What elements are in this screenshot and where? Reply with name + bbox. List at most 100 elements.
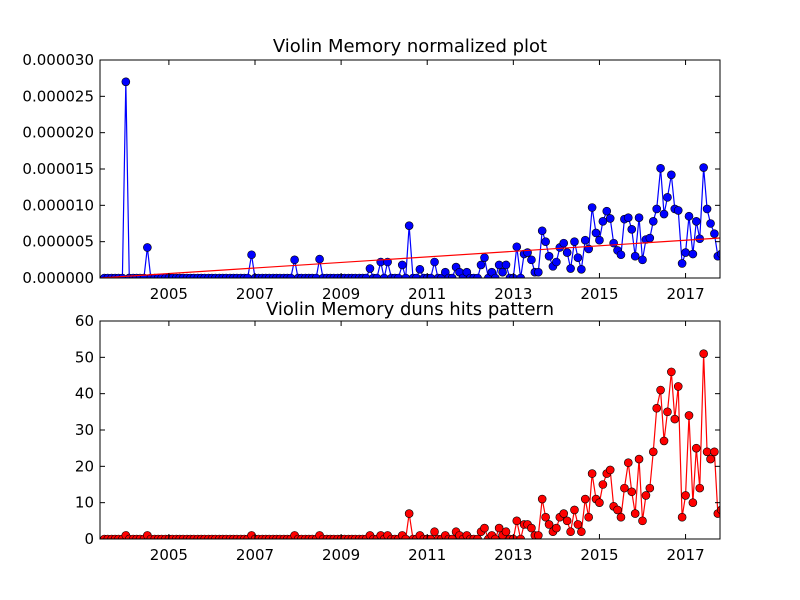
duns-hits-plot-data-point — [627, 487, 637, 497]
duns-hits-plot-data-point — [706, 454, 715, 464]
duns-hits-plot-data-point — [673, 382, 683, 391]
duns-hits-plot-data-point — [527, 523, 536, 533]
normalized-plot-data-point — [430, 257, 439, 267]
normalized-plot-data-point — [634, 213, 644, 222]
duns-hits-plot-data-point — [552, 523, 561, 533]
normalized-plot-data-point — [311, 273, 321, 278]
duns-hits-plot-x-tick-label: 2011 — [408, 546, 446, 564]
normalized-plot-data-point — [577, 264, 586, 274]
duns-hits-plot-data-point — [501, 527, 511, 537]
duns-hits-plot-data-point — [580, 494, 590, 504]
normalized-plot-data-point — [591, 228, 601, 238]
duns-hits-plot-data-point — [695, 483, 705, 493]
duns-hits-plot-data-point — [630, 509, 640, 518]
normalized-plot-x-tick-label: 2009 — [322, 285, 360, 303]
duns-hits-plot-data-point — [534, 531, 543, 539]
normalized-plot-data-point — [688, 249, 698, 259]
duns-hits-plot-data-point — [638, 516, 647, 526]
duns-hits-plot-data-point — [584, 512, 593, 522]
duns-hits-plot-data-point — [512, 516, 522, 526]
duns-hits-plot-data-point — [494, 523, 504, 533]
normalized-plot-data-point — [609, 238, 618, 248]
normalized-plot-data-point — [692, 217, 701, 226]
duns-hits-plot-data-point — [648, 447, 658, 457]
normalized-plot-data-point — [645, 233, 655, 243]
normalized-plot-data-point — [412, 273, 421, 278]
normalized-plot-data-point — [706, 219, 715, 228]
duns-hits-plot-y-tick-label: 20 — [75, 457, 94, 475]
normalized-plot-data-point — [286, 273, 296, 278]
duns-hits-plot-y-tick-label: 10 — [75, 494, 94, 512]
duns-hits-plot-data-point — [430, 527, 439, 537]
duns-hits-plot-data-point — [541, 512, 550, 522]
duns-hits-plot-x-tick-label: 2017 — [666, 546, 704, 564]
duns-hits-plot-data-point — [404, 509, 414, 518]
normalized-plot-y-tick-label: 0.000030 — [22, 51, 94, 69]
normalized-plot-data-point — [121, 77, 131, 87]
duns-hits-plot-data-point — [570, 505, 579, 515]
duns-hits-plot-data-point — [710, 447, 719, 457]
duns-hits-plot-x-tick-label: 2007 — [236, 546, 274, 564]
normalized-plot-data-point — [710, 229, 719, 238]
normalized-plot-data-point — [379, 273, 389, 278]
duns-hits-plot-y-axis: 0 10 20 30 40 50 60 — [75, 312, 720, 548]
duns-hits-plot-data-point — [663, 407, 672, 417]
duns-hits-plot-data-point — [613, 505, 622, 515]
duns-hits-plot-series-line — [104, 353, 720, 539]
normalized-plot-data-point — [415, 264, 425, 274]
duns-hits-plot-y-tick-label: 0 — [84, 530, 94, 548]
normalized-plot-data-point — [616, 250, 626, 260]
duns-hits-plot-x-axis: 2005 2007 2009 2011 2013 2015 2017 — [150, 321, 705, 564]
normalized-plot-data-point — [573, 253, 583, 262]
normalized-plot-data-point — [541, 237, 550, 246]
duns-hits-plot-x-tick-label: 2013 — [494, 546, 532, 564]
duns-hits-plot-y-tick-label: 40 — [75, 385, 94, 403]
duns-hits-plot-data-point — [677, 512, 687, 522]
normalized-plot-data-point — [527, 255, 536, 265]
normalized-plot-data-point — [663, 193, 672, 202]
normalized-plot-data-point — [473, 273, 482, 278]
normalized-plot-data-point — [598, 217, 608, 226]
normalized-plot-data-point — [476, 260, 486, 270]
normalized-plot-y-tick-label: 0.000025 — [22, 87, 94, 105]
normalized-plot-data-point — [623, 213, 633, 222]
duns-hits-plot-data-point — [480, 523, 489, 533]
duns-hits-plot-data-point — [401, 534, 410, 539]
normalized-plot-data-point — [372, 273, 382, 278]
duns-hits-plot-data-point — [652, 403, 662, 413]
duns-hits-plot-data-point — [537, 494, 547, 504]
duns-hits-plot-data-point — [516, 534, 525, 539]
duns-hits-plot-data-point — [667, 367, 676, 377]
normalized-plot-x-axis: 2005 2007 2009 2011 2013 2015 2017 — [150, 60, 705, 303]
normalized-plot-data-point — [315, 254, 324, 264]
normalized-plot-data-point — [630, 251, 640, 261]
normalized-plot-data-point — [480, 253, 489, 262]
normalized-plot-data-point — [605, 214, 615, 223]
normalized-plot-data-point — [401, 273, 410, 278]
normalized-plot-x-tick-label: 2017 — [666, 285, 704, 303]
normalized-plot-data-point — [648, 217, 658, 226]
normalized-plot-data-point — [143, 243, 152, 252]
duns-hits-plot-y-tick-label: 30 — [75, 421, 94, 439]
duns-hits-plot-data-point — [559, 509, 569, 518]
normalized-plot-data-point — [365, 264, 375, 273]
duns-hits-plot: Violin Memory duns hits pattern 2005 2007… — [75, 299, 721, 564]
normalized-plot-data-point — [638, 255, 647, 265]
duns-hits-plot-data-point — [645, 483, 655, 493]
normalized-plot-data-point — [699, 163, 708, 172]
normalized-plot-data-point — [552, 257, 561, 267]
normalized-plot-y-tick-label: 0.000020 — [22, 124, 94, 142]
normalized-plot-x-tick-label: 2007 — [236, 285, 274, 303]
normalized-plot-data-point — [684, 211, 694, 221]
duns-hits-plot-y-tick-label: 50 — [75, 348, 94, 366]
duns-hits-plot-data-point — [595, 498, 604, 507]
duns-hits-plot-data-point — [656, 385, 665, 395]
duns-hits-plot-data-point — [473, 534, 482, 539]
duns-hits-plot-data-point — [616, 512, 626, 522]
duns-hits-plot-data-point — [573, 520, 583, 529]
normalized-plot-data-point — [602, 206, 612, 216]
normalized-plot-data-point — [627, 225, 637, 234]
normalized-plot-data-point — [490, 273, 500, 278]
